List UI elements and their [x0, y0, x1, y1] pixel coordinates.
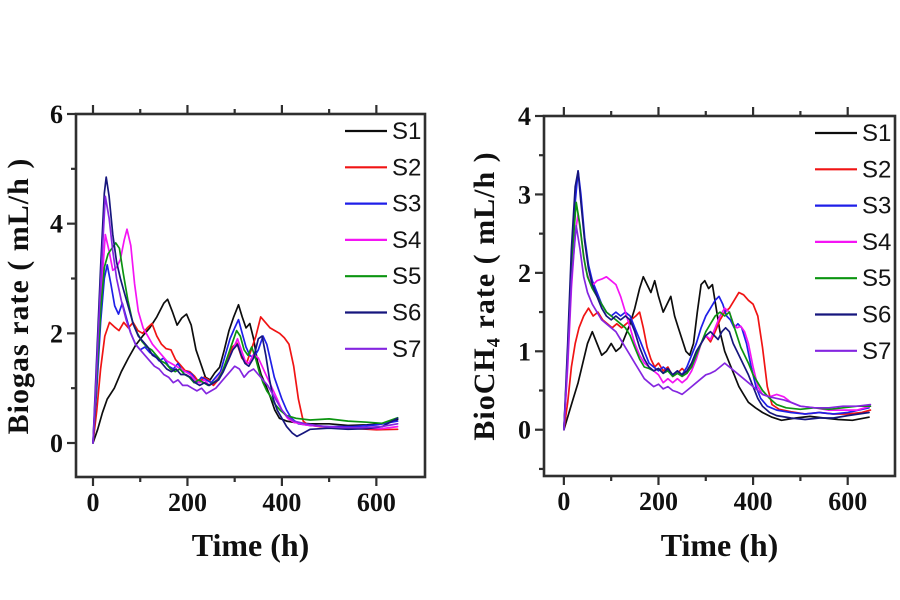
- legend-item-S2: S2: [815, 156, 891, 183]
- series-S6-line: [92, 176, 399, 444]
- y-tick-label: 3: [518, 180, 531, 209]
- x-tick-label: 200: [639, 487, 678, 516]
- series-S4-line: [563, 213, 872, 431]
- legend-item-S2: S2: [345, 154, 421, 181]
- legend-item-S1: S1: [345, 118, 421, 145]
- legend-item-S1: S1: [815, 120, 891, 147]
- y-axis-label-text: BioCH: [468, 347, 501, 441]
- legend-label-S6: S6: [392, 300, 421, 327]
- axis-ticks: [67, 105, 378, 486]
- legend-label-S4: S4: [392, 227, 421, 254]
- bioch4-chart: 0 200 400 600 0 1 2 3 4 S1 S2 S3 S4 S5 S6 S7: [518, 102, 897, 516]
- x-axis-label-left: Time (h): [191, 527, 310, 563]
- series-S1-line: [563, 275, 870, 431]
- x-tick-label: 400: [262, 488, 301, 517]
- plot-frame: [542, 114, 897, 478]
- series-S6-line: [563, 170, 870, 431]
- plot-frame: [74, 112, 427, 479]
- y-axis-label-text: rate ( mL/h ): [468, 151, 501, 337]
- legend-item-S7: S7: [345, 336, 421, 363]
- legend-item-S7: S7: [815, 338, 891, 365]
- x-tick-label: 0: [87, 488, 100, 517]
- y-axis-label-subscript: 4: [483, 336, 505, 348]
- series-S3-line: [563, 170, 870, 431]
- legend-label-S5: S5: [862, 265, 891, 292]
- x-axis-label-right: Time (h): [660, 527, 779, 563]
- x-tick-label: 600: [828, 487, 867, 516]
- series-S7-line: [92, 195, 399, 444]
- x-tick-label: 600: [357, 488, 396, 517]
- series-S3-line: [92, 263, 399, 444]
- legend-label-S4: S4: [862, 229, 891, 256]
- legend-label-S2: S2: [392, 154, 421, 181]
- legend-label-S1: S1: [862, 120, 891, 147]
- series-group: [92, 176, 399, 444]
- legend-label-S5: S5: [392, 263, 421, 290]
- y-axis-label-bioch4: BioCH4 rate ( mL/h ): [468, 86, 512, 506]
- legend-label-S6: S6: [862, 302, 891, 329]
- series-S4-line: [92, 228, 399, 444]
- series-group: [563, 170, 872, 431]
- biogas-chart: 0 200 400 600 0 2 4 6 S1 S2 S3 S4 S5 S6 S7: [50, 100, 427, 517]
- legend-item-S3: S3: [345, 191, 421, 218]
- axis-ticks: [535, 107, 849, 485]
- legend-item-S5: S5: [815, 265, 891, 292]
- series-S5-line: [563, 201, 872, 431]
- legend-item-S4: S4: [345, 227, 421, 254]
- y-tick-label: 1: [518, 337, 531, 366]
- y-tick-label: 0: [518, 416, 531, 445]
- series-S7-line: [563, 224, 872, 431]
- legend-label-S3: S3: [392, 191, 421, 218]
- legend-label-S7: S7: [392, 336, 421, 363]
- legend-item-S5: S5: [345, 263, 421, 290]
- y-tick-label: 4: [518, 102, 531, 131]
- legend-item-S6: S6: [815, 302, 891, 329]
- x-tick-label: 0: [557, 487, 570, 516]
- legend-item-S4: S4: [815, 229, 891, 256]
- legend: S1 S2 S3 S4 S5 S6 S7: [815, 120, 891, 365]
- legend-label-S7: S7: [862, 338, 891, 365]
- legend-label-S3: S3: [862, 193, 891, 220]
- y-tick-label: 4: [50, 210, 63, 239]
- y-axis-label-biogas: Biogas rate ( mL/h ): [2, 86, 46, 506]
- x-tick-label: 400: [734, 487, 773, 516]
- y-tick-label: 2: [50, 319, 63, 348]
- legend: S1 S2 S3 S4 S5 S6 S7: [345, 118, 421, 363]
- axis-tick-labels: 0 200 400 600 0 2 4 6: [50, 100, 396, 517]
- y-tick-label: 0: [50, 429, 63, 458]
- legend-label-S2: S2: [862, 156, 891, 183]
- legend-item-S6: S6: [345, 300, 421, 327]
- axis-tick-labels: 0 200 400 600 0 1 2 3 4: [518, 102, 867, 516]
- x-tick-label: 200: [168, 488, 207, 517]
- y-tick-label: 6: [50, 100, 63, 129]
- y-tick-label: 2: [518, 259, 531, 288]
- legend-label-S1: S1: [392, 118, 421, 145]
- legend-item-S3: S3: [815, 193, 891, 220]
- y-axis-label-text: Biogas rate ( mL/h ): [2, 157, 35, 435]
